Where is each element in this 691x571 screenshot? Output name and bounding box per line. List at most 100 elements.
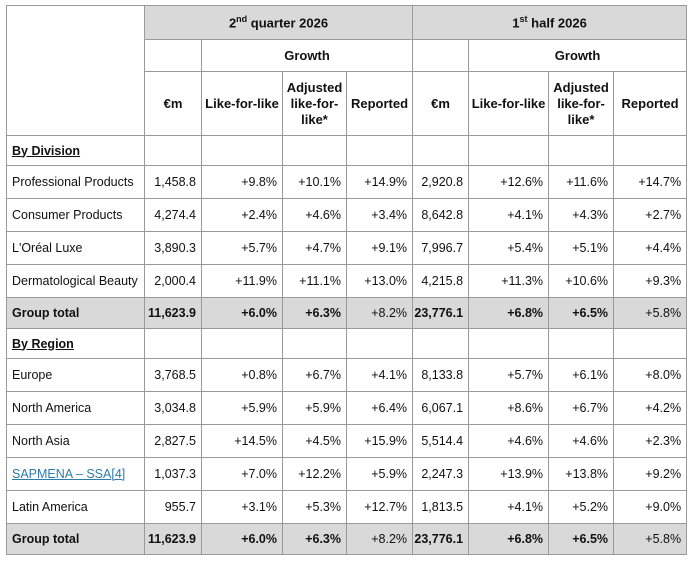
cell-value: +4.6% bbox=[468, 424, 550, 458]
cell-value: +5.3% bbox=[282, 490, 347, 524]
cell-value: +2.4% bbox=[201, 198, 283, 232]
cell-value: +4.1% bbox=[468, 490, 550, 524]
cell-value: +11.6% bbox=[548, 165, 615, 199]
cell-value: +15.9% bbox=[345, 424, 414, 458]
cell-value: +9.0% bbox=[613, 490, 688, 524]
cell-value: +6.4% bbox=[345, 391, 414, 425]
cell-value: +0.8% bbox=[201, 358, 283, 392]
cell-value: +11.1% bbox=[282, 264, 347, 298]
table-row: Dermatological Beauty 2,000.4 +11.9% +11… bbox=[6, 264, 688, 298]
row-label: L'Oréal Luxe bbox=[6, 231, 145, 265]
cell-value: +4.5% bbox=[282, 424, 347, 458]
col-header-em: €m bbox=[412, 71, 470, 136]
cell-value: +6.5% bbox=[548, 523, 615, 555]
cell-value: +11.9% bbox=[201, 264, 283, 298]
cell-value: +4.3% bbox=[548, 198, 615, 232]
cell-value: +2.3% bbox=[613, 424, 688, 458]
cell-value: +4.4% bbox=[613, 231, 688, 265]
cell-value: 11,623.9 bbox=[144, 297, 202, 329]
cell-value: +12.7% bbox=[345, 490, 414, 524]
row-label: North Asia bbox=[6, 424, 145, 458]
cell-value: +5.9% bbox=[282, 391, 347, 425]
row-label-link[interactable]: SAPMENA – SSA[4] bbox=[6, 457, 145, 491]
cell-value: 6,067.1 bbox=[412, 391, 470, 425]
cell-value: +14.7% bbox=[613, 165, 688, 199]
cell-value: 3,034.8 bbox=[144, 391, 202, 425]
cell-value: +5.9% bbox=[345, 457, 414, 491]
cell-value: +5.7% bbox=[468, 358, 550, 392]
table-row: SAPMENA – SSA[4] 1,037.3 +7.0% +12.2% +5… bbox=[6, 457, 688, 491]
q2-header: 2nd quarter 2026 bbox=[143, 5, 414, 40]
col-header-lfl: Like-for-like bbox=[201, 71, 283, 136]
table-row: Europe 3,768.5 +0.8% +6.7% +4.1% 8,133.8… bbox=[6, 358, 688, 392]
q2-growth-header: Growth bbox=[200, 39, 414, 72]
cell-value: 1,037.3 bbox=[144, 457, 202, 491]
cell-value: +4.1% bbox=[468, 198, 550, 232]
cell-value: +5.7% bbox=[201, 231, 283, 265]
cell-value: +4.6% bbox=[282, 198, 347, 232]
col-header-reported: Reported bbox=[345, 71, 414, 136]
cell-value: +10.6% bbox=[548, 264, 615, 298]
cell-value: +2.7% bbox=[613, 198, 688, 232]
row-label: Latin America bbox=[6, 490, 145, 524]
cell-value: +6.7% bbox=[548, 391, 615, 425]
group-total-row: Group total 11,623.9 +6.0% +6.3% +8.2% 2… bbox=[6, 297, 688, 329]
cell-value: 2,920.8 bbox=[412, 165, 470, 199]
empty-cell bbox=[412, 39, 470, 72]
row-label: Europe bbox=[6, 358, 145, 392]
cell-value: +12.6% bbox=[468, 165, 550, 199]
cell-value: 4,215.8 bbox=[412, 264, 470, 298]
section-title-region: By Region bbox=[6, 328, 145, 359]
cell-value: +5.9% bbox=[201, 391, 283, 425]
cell-value: +5.8% bbox=[613, 297, 688, 329]
cell-value: 8,133.8 bbox=[412, 358, 470, 392]
cell-value: +11.3% bbox=[468, 264, 550, 298]
row-label: Dermatological Beauty bbox=[6, 264, 145, 298]
cell-value: +6.0% bbox=[201, 523, 283, 555]
table-row: Consumer Products 4,274.4 +2.4% +4.6% +3… bbox=[6, 198, 688, 232]
cell-value: +14.9% bbox=[345, 165, 414, 199]
cell-value: +6.1% bbox=[548, 358, 615, 392]
cell-value: 7,996.7 bbox=[412, 231, 470, 265]
cell-value: +6.0% bbox=[201, 297, 283, 329]
h1-growth-header: Growth bbox=[468, 39, 688, 72]
table-row: Professional Products 1,458.8 +9.8% +10.… bbox=[6, 165, 688, 199]
cell-value: 4,274.4 bbox=[144, 198, 202, 232]
cell-value: +8.6% bbox=[468, 391, 550, 425]
table-row: L'Oréal Luxe 3,890.3 +5.7% +4.7% +9.1% 7… bbox=[6, 231, 688, 265]
cell-value: +10.1% bbox=[282, 165, 347, 199]
col-header-adjusted: Adjusted like-for-like* bbox=[282, 71, 347, 136]
cell-value: 1,813.5 bbox=[412, 490, 470, 524]
cell-value: +13.9% bbox=[468, 457, 550, 491]
cell-value: +6.8% bbox=[468, 523, 550, 555]
row-label: North America bbox=[6, 391, 145, 425]
row-label: Professional Products bbox=[6, 165, 145, 199]
cell-value: +6.5% bbox=[548, 297, 615, 329]
cell-value: +3.1% bbox=[201, 490, 283, 524]
cell-value: +8.2% bbox=[345, 297, 414, 329]
cell-value: 1,458.8 bbox=[144, 165, 202, 199]
corner-cell bbox=[6, 5, 145, 40]
cell-value: +6.8% bbox=[468, 297, 550, 329]
col-header-reported: Reported bbox=[613, 71, 688, 136]
cell-value: 5,514.4 bbox=[412, 424, 470, 458]
cell-value: +5.8% bbox=[613, 523, 688, 555]
col-header-adjusted: Adjusted like-for-like* bbox=[548, 71, 615, 136]
cell-value: +8.2% bbox=[345, 523, 414, 555]
row-label: Group total bbox=[6, 523, 145, 555]
row-label: Group total bbox=[6, 297, 145, 329]
cell-value: +5.2% bbox=[548, 490, 615, 524]
group-total-row: Group total 11,623.9 +6.0% +6.3% +8.2% 2… bbox=[6, 523, 688, 555]
sapmena-link[interactable]: SAPMENA – SSA bbox=[12, 467, 112, 481]
sales-table: 2nd quarter 2026 1st half 2026 Growth Gr… bbox=[6, 5, 688, 555]
cell-value: +4.6% bbox=[548, 424, 615, 458]
footnote-link[interactable]: [4] bbox=[111, 467, 126, 481]
empty-cell bbox=[144, 39, 202, 72]
cell-value: +4.2% bbox=[613, 391, 688, 425]
cell-value: 955.7 bbox=[144, 490, 202, 524]
corner-cell bbox=[6, 71, 145, 136]
cell-value: +9.3% bbox=[613, 264, 688, 298]
cell-value: 2,827.5 bbox=[144, 424, 202, 458]
cell-value: 23,776.1 bbox=[412, 523, 470, 555]
cell-value: 3,890.3 bbox=[144, 231, 202, 265]
